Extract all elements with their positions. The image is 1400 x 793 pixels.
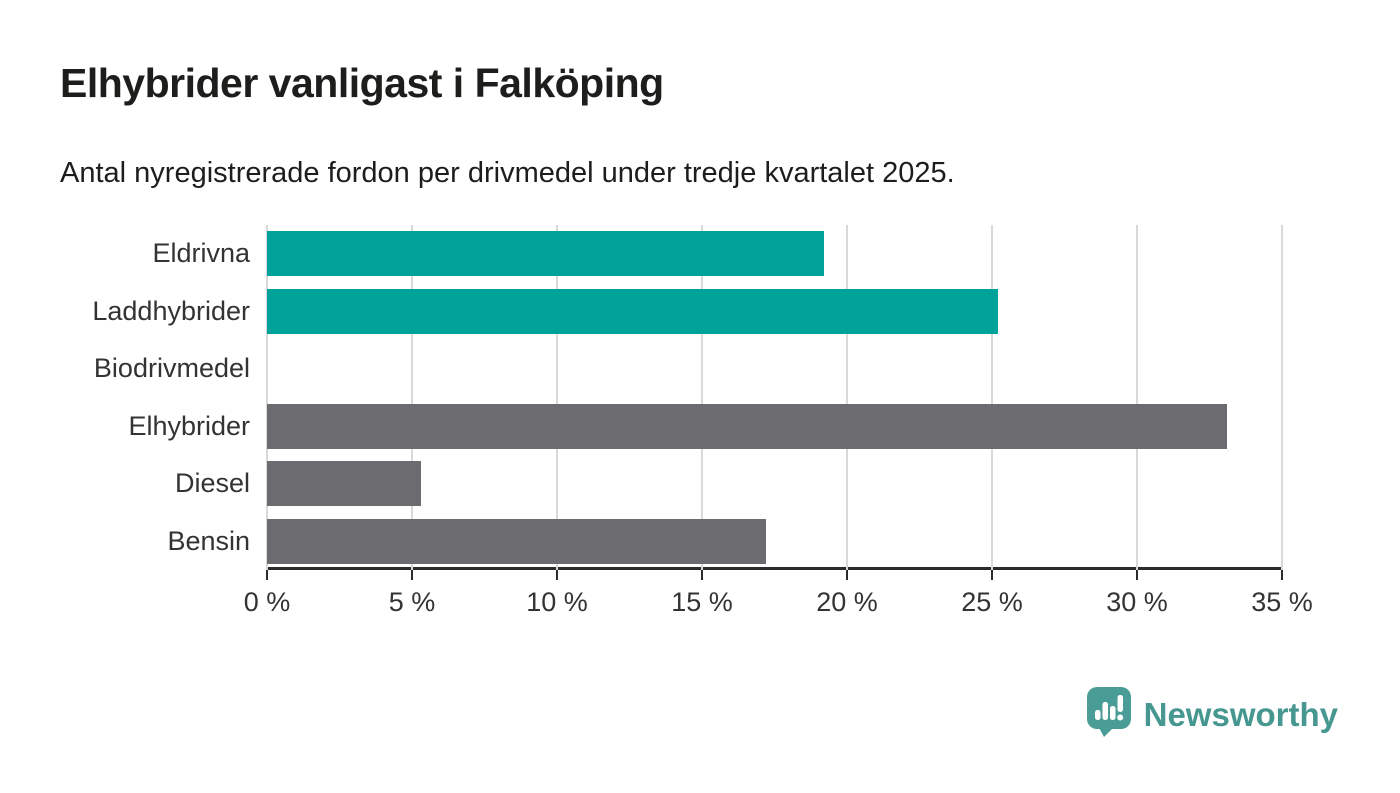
x-axis-tick-label: 25 % (961, 587, 1023, 617)
category-label-elhybrider: Elhybrider (128, 410, 250, 441)
newsworthy-logo-text: Newsworthy (1143, 695, 1338, 733)
plot-area: 0 % 5 % 10 % 15 % 20 % 25 % 30 % 35 % (244, 225, 1313, 617)
gridline-15 (701, 225, 703, 570)
category-label-biodrivmedel: Biodrivmedel (93, 353, 250, 384)
x-axis-tick-10 (556, 570, 558, 580)
bar-eldrivna (267, 231, 824, 277)
x-axis-tick-5 (411, 570, 413, 580)
newsworthy-logo-icon (1086, 686, 1133, 743)
x-axis-tick-25 (991, 570, 993, 580)
bar-elhybrider (267, 403, 1227, 449)
category-label-bensin: Bensin (167, 525, 250, 556)
newsworthy-branding: Newsworthy (1086, 686, 1338, 743)
x-axis-tick-15 (701, 570, 703, 580)
x-axis-tick-label: 20 % (816, 587, 878, 617)
category-label-eldrivna: Eldrivna (152, 238, 250, 269)
x-axis-tick-label: 35 % (1251, 587, 1313, 617)
x-axis-tick-30 (1136, 570, 1138, 580)
x-axis-tick-label: 30 % (1106, 587, 1168, 617)
category-label-diesel: Diesel (174, 468, 250, 499)
gridline-0 (266, 225, 268, 570)
bar-laddhybrider (267, 288, 998, 334)
bar-bensin (267, 518, 766, 564)
chart-subtitle: Antal nyregistrerade fordon per drivmede… (60, 157, 955, 189)
x-axis-tick-label: 15 % (671, 587, 733, 617)
gridline-30 (1136, 225, 1138, 570)
gridline-5 (411, 225, 413, 570)
category-label-laddhybrider: Laddhybrider (92, 295, 250, 326)
gridline-25 (991, 225, 993, 570)
x-axis-tick-0 (266, 570, 268, 580)
x-axis-tick-label: 0 % (243, 587, 291, 617)
gridline-10 (556, 225, 558, 570)
y-axis-category-labels: Eldrivna Laddhybrider Biodrivmedel Elhybrid… (0, 225, 250, 570)
x-axis-tick-35 (1281, 570, 1283, 580)
gridline-20 (846, 225, 848, 570)
x-axis-tick-label: 10 % (526, 587, 588, 617)
gridline-35 (1281, 225, 1283, 570)
x-axis-tick-20 (846, 570, 848, 580)
x-axis-tick-label: 5 % (388, 587, 436, 617)
bar-diesel (267, 461, 421, 507)
page-title: Elhybrider vanligast i Falköping (60, 60, 664, 106)
